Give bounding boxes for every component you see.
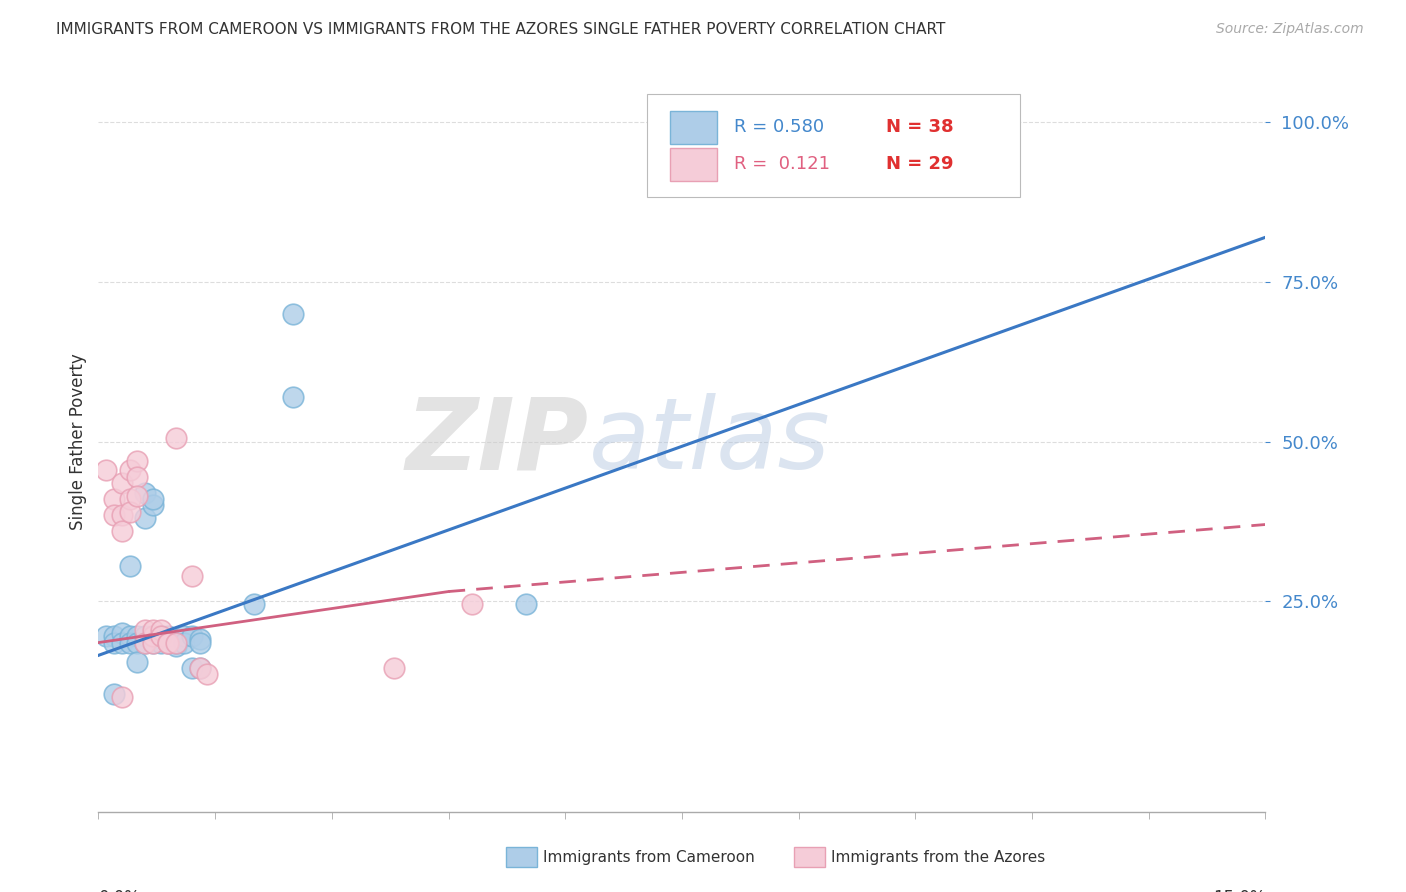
Point [515, 597, 537, 611]
Bar [671, 148, 717, 181]
Point [118, 635, 141, 649]
Point [827, 115, 849, 129]
Point [127, 635, 149, 649]
Point [180, 629, 202, 643]
Point [118, 505, 141, 519]
Point [118, 463, 141, 477]
Point [134, 623, 156, 637]
Point [165, 431, 187, 445]
Point [142, 499, 165, 513]
FancyBboxPatch shape [647, 94, 1021, 197]
Point [188, 632, 211, 647]
Point [382, 661, 405, 675]
Text: 15.0%: 15.0% [1213, 889, 1265, 892]
Point [149, 635, 172, 649]
Point [103, 491, 125, 506]
Point [188, 635, 211, 649]
Point [118, 629, 141, 643]
Point [142, 629, 165, 643]
Point [134, 485, 156, 500]
Point [281, 307, 304, 321]
Point [142, 635, 165, 649]
Point [165, 639, 187, 653]
Point [134, 629, 156, 643]
Point [111, 524, 134, 538]
Point [142, 635, 165, 649]
Point [111, 635, 134, 649]
Text: R = 0.580: R = 0.580 [734, 118, 824, 136]
Point [103, 635, 125, 649]
Text: Immigrants from the Azores: Immigrants from the Azores [831, 850, 1045, 864]
Point [118, 491, 141, 506]
Point [149, 629, 172, 643]
Point [134, 635, 156, 649]
Point [173, 635, 195, 649]
Point [111, 626, 134, 640]
Point [127, 629, 149, 643]
Point [134, 635, 156, 649]
Point [195, 667, 218, 681]
Point [111, 690, 134, 704]
Point [103, 687, 125, 701]
Point [149, 629, 172, 643]
Point [127, 453, 149, 467]
Text: N = 29: N = 29 [886, 155, 953, 173]
Text: ZIP: ZIP [405, 393, 589, 490]
Point [96, 629, 118, 643]
Point [188, 661, 211, 675]
Point [111, 508, 134, 522]
Point [127, 469, 149, 483]
Text: Immigrants from Cameroon: Immigrants from Cameroon [543, 850, 755, 864]
Point [180, 661, 202, 675]
Point [243, 597, 266, 611]
Point [157, 635, 180, 649]
Point [188, 661, 211, 675]
Point [127, 489, 149, 503]
Text: N = 38: N = 38 [886, 118, 953, 136]
Text: 0.0%: 0.0% [98, 889, 141, 892]
Point [157, 629, 180, 643]
Point [180, 568, 202, 582]
Point [142, 629, 165, 643]
Point [142, 623, 165, 637]
Point [173, 629, 195, 643]
Point [149, 623, 172, 637]
Y-axis label: Single Father Poverty: Single Father Poverty [69, 353, 87, 530]
Point [461, 597, 484, 611]
Point [103, 508, 125, 522]
Point [118, 559, 141, 574]
Point [165, 635, 187, 649]
Point [157, 635, 180, 649]
Point [157, 635, 180, 649]
Point [111, 476, 134, 491]
Text: Source: ZipAtlas.com: Source: ZipAtlas.com [1216, 22, 1364, 37]
Bar [671, 112, 717, 144]
Point [142, 491, 165, 506]
Text: IMMIGRANTS FROM CAMEROON VS IMMIGRANTS FROM THE AZORES SINGLE FATHER POVERTY COR: IMMIGRANTS FROM CAMEROON VS IMMIGRANTS F… [56, 22, 946, 37]
Point [96, 463, 118, 477]
Point [281, 390, 304, 404]
Point [103, 629, 125, 643]
Point [127, 655, 149, 669]
Text: atlas: atlas [589, 393, 830, 490]
Text: R =  0.121: R = 0.121 [734, 155, 831, 173]
Point [134, 511, 156, 525]
Point [165, 635, 187, 649]
